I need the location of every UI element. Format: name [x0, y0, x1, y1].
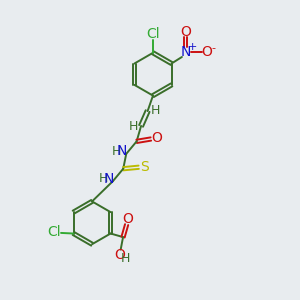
Text: +: +: [188, 42, 197, 52]
Text: O: O: [115, 248, 125, 262]
Text: H: H: [150, 104, 160, 117]
Text: N: N: [181, 45, 191, 59]
Text: -: -: [212, 43, 215, 53]
Text: Cl: Cl: [146, 27, 160, 41]
Text: H: H: [121, 252, 130, 265]
Text: O: O: [202, 45, 213, 59]
Text: O: O: [122, 212, 133, 226]
Text: N: N: [103, 172, 114, 186]
Text: O: O: [152, 131, 162, 146]
Text: N: N: [117, 145, 127, 158]
Text: H: H: [99, 172, 108, 185]
Text: O: O: [180, 25, 191, 39]
Text: S: S: [140, 160, 148, 174]
Text: Cl: Cl: [48, 225, 61, 239]
Text: H: H: [112, 145, 122, 158]
Text: H: H: [129, 120, 138, 133]
